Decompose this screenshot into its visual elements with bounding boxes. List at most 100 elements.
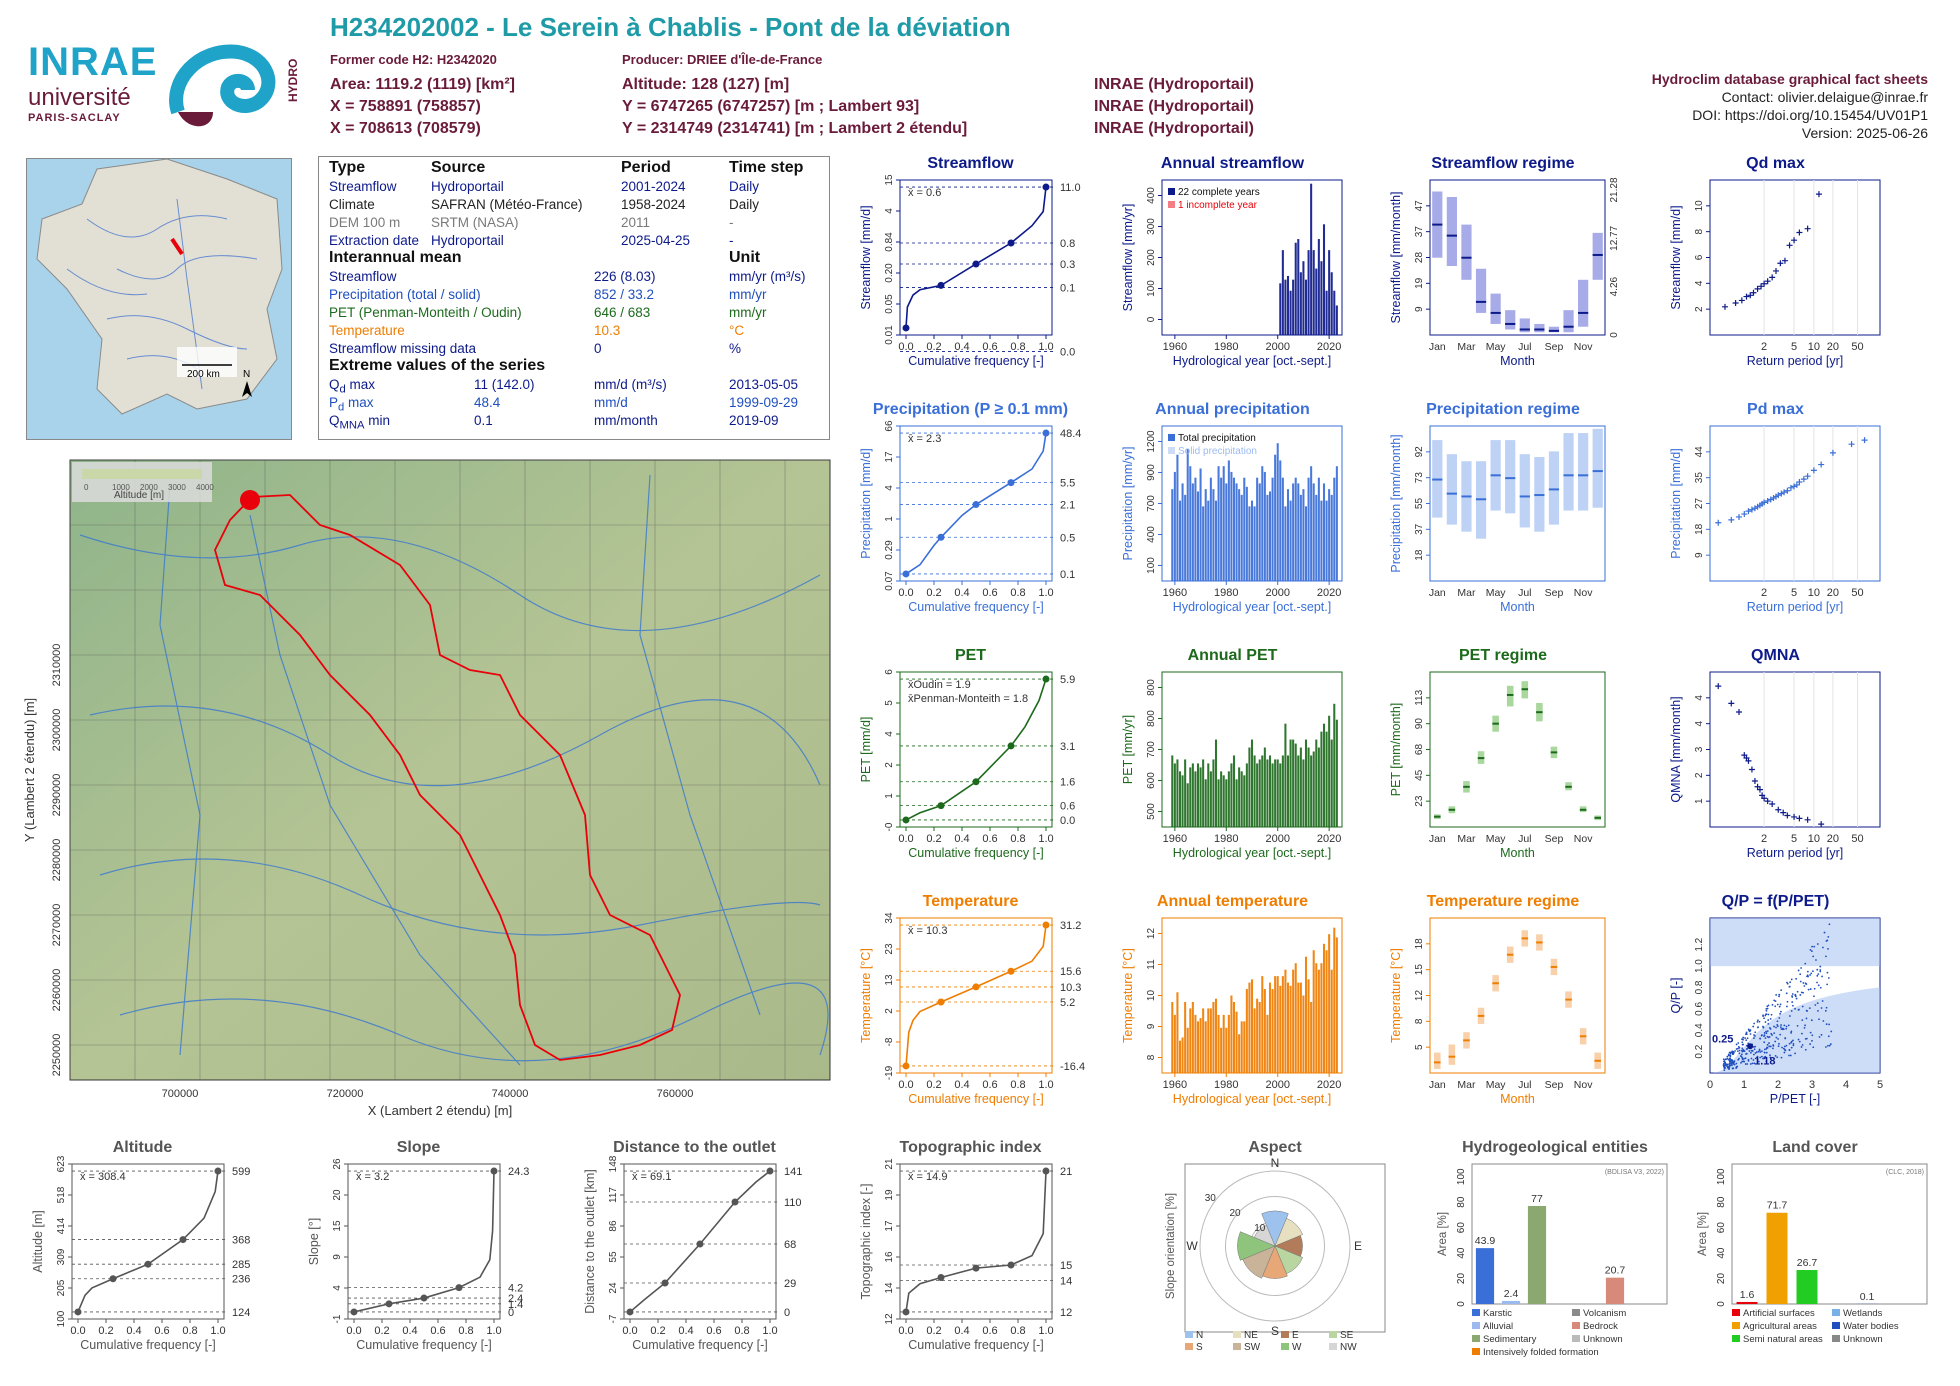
bar [1230, 471, 1233, 581]
y-axis-label: Streamflow [mm/month] [1389, 192, 1403, 324]
qp-point [1812, 970, 1814, 973]
chart-streamflow_regime: Streamflow regime Month Streamflow [mm/mon… [1378, 152, 1628, 372]
row-type: Climate [329, 197, 375, 212]
altitude: Altitude: 128 (127) [m] [622, 76, 790, 93]
chart-svg-streamflow_regime: Streamflow regime Month Streamflow [mm/mon… [1389, 155, 1620, 368]
qp-point [1734, 1050, 1736, 1052]
qp-point [1753, 1048, 1756, 1051]
bar [1292, 739, 1295, 827]
qp-point [1809, 988, 1812, 990]
legend-label: Volcanism [1583, 1308, 1626, 1319]
bar [1230, 995, 1233, 1073]
qp-point [1759, 1037, 1762, 1040]
qp-point [1808, 1007, 1811, 1010]
rp-point [1791, 237, 1798, 244]
qp-point [1741, 1058, 1744, 1061]
qp-point [1745, 1052, 1748, 1055]
compass-label: N [1271, 1156, 1280, 1170]
chart-title: Precipitation (P ≥ 0.1 mm) [873, 401, 1068, 418]
bar [1315, 494, 1318, 581]
qp-point [1745, 1039, 1748, 1042]
bar [1212, 1001, 1215, 1073]
y-axis-label: Precipitation [mm/month] [1389, 434, 1403, 572]
x-tick-label: 1980 [1214, 1079, 1238, 1091]
map-ytick: 2300000 [51, 709, 63, 752]
right-tick-label: 0.5 [1060, 532, 1075, 544]
catchment-map: 0 1000 2000 3000 4000 Altitude [m] 700000 720… [0, 455, 840, 1135]
qp-point [1740, 1053, 1743, 1056]
rp-point [1764, 497, 1771, 504]
x-tick-label: 0.6 [982, 1079, 997, 1091]
bar [1268, 982, 1272, 1073]
chart-svg-temp_regime: Temperature regime Month Temperature [°C] J… [1389, 893, 1606, 1106]
x-tick-label: 0.8 [1010, 341, 1025, 353]
chart-pet_regime: PET regime Month PET [mm/month] Jan Mar May Ju… [1378, 644, 1628, 864]
row-period: 1958-2024 [621, 197, 686, 212]
legend-swatch [1832, 1322, 1840, 1329]
logo-block: INRAE université PARIS-SACLAY HYDRO [28, 40, 300, 130]
row-source: Hydroportail [431, 179, 504, 194]
bar [1248, 506, 1251, 581]
x-tick-label: 0.4 [402, 1325, 417, 1337]
bar [1194, 771, 1197, 827]
chart-title: PET regime [1459, 647, 1547, 664]
qp-point [1763, 1017, 1765, 1020]
rp-point [1796, 815, 1803, 822]
cdf-line [905, 186, 1047, 329]
bar [1261, 466, 1264, 581]
qp-point [1746, 1063, 1749, 1065]
bar [1243, 1021, 1246, 1073]
x-axis-label: Cumulative frequency [-] [908, 1092, 1043, 1106]
extreme-unit: mm/d [594, 395, 628, 410]
right-tick-label: 124 [232, 1307, 250, 1319]
legend-label: 1 incomplete year [1178, 200, 1258, 211]
bar [1320, 731, 1323, 827]
rose-sector [1237, 1231, 1276, 1261]
bar [1207, 763, 1210, 827]
y-tick-label: 1200 [1146, 430, 1157, 453]
legend-swatch [1732, 1335, 1740, 1342]
qp-point [1762, 1057, 1765, 1060]
bar [1325, 731, 1328, 827]
bar [1261, 755, 1264, 827]
y-tick-label: 15 [332, 1220, 343, 1232]
paris-saclay-logo: PARIS-SACLAY [28, 112, 121, 124]
qp-point [1744, 1063, 1747, 1065]
y-tick-label: 0 [1146, 316, 1157, 322]
bar [1328, 715, 1331, 827]
chart-title: Precipitation regime [1426, 401, 1580, 418]
y-axis-label: PET [mm/d] [859, 717, 873, 783]
bar [1325, 290, 1328, 335]
bar-value-label: 43.9 [1475, 1235, 1496, 1247]
legend-swatch [1472, 1309, 1480, 1316]
right-tick-label: 0.1 [1060, 569, 1075, 581]
chart-svg-streamflow_cdf: Streamflow Cumulative frequency [-] Stream… [859, 155, 1081, 368]
bar [1199, 767, 1202, 827]
qp-point [1805, 1009, 1808, 1012]
x-tick-label: 2 [1775, 1079, 1781, 1091]
qp-point [1724, 1061, 1726, 1064]
compass-label: W [1186, 1239, 1198, 1253]
legend-label: 22 complete years [1178, 187, 1260, 198]
qp-point [1769, 1018, 1772, 1020]
qp-point [1762, 1025, 1764, 1028]
qp-point [1758, 1020, 1761, 1023]
regime-box [1578, 433, 1589, 511]
map-ytick: 2270000 [51, 904, 63, 947]
qp-point [1779, 1012, 1781, 1015]
qp-point [1765, 1030, 1767, 1033]
rp-point [1732, 299, 1739, 306]
mean-unit: mm/yr [729, 287, 767, 302]
category-bar [1605, 1277, 1625, 1304]
x-tick-label: Jul [1518, 833, 1531, 845]
x-tick-label: 0.6 [154, 1325, 169, 1337]
qp-point [1810, 1019, 1813, 1022]
chart-svg-precip_cdf: Precipitation (P ≥ 0.1 mm) Cumulative fre… [859, 401, 1081, 614]
qp-point [1799, 973, 1802, 976]
chart-annual_precip: Annual precipitation Hydrological year [o… [1110, 398, 1355, 618]
x-tick-label: 50 [1851, 341, 1863, 353]
qp-point [1778, 993, 1781, 996]
rp-point [1751, 777, 1758, 784]
y-tick-label: 5 [1414, 1044, 1425, 1050]
right-tick-label: 21 [1060, 1166, 1072, 1178]
